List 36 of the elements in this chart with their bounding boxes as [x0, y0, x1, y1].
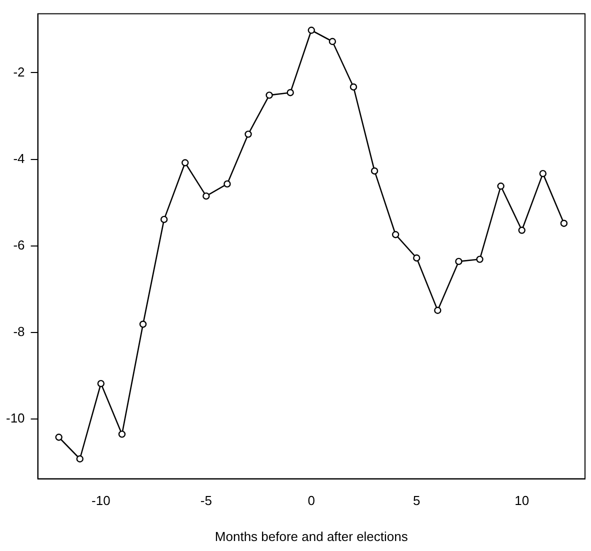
point [370, 167, 378, 175]
x-tick-label: -5 [200, 493, 212, 508]
point [392, 231, 400, 238]
point [286, 89, 294, 96]
point [224, 180, 231, 188]
point [308, 26, 315, 34]
x-tick-label: -10 [92, 493, 110, 508]
point [560, 220, 568, 227]
point [413, 254, 420, 262]
y-tick-label: -10 [6, 410, 25, 426]
y-tick-label: -2 [13, 64, 25, 80]
point [118, 430, 126, 438]
y-tick-label: -4 [13, 150, 25, 166]
point [476, 256, 484, 263]
point [202, 192, 210, 200]
point [497, 182, 504, 190]
point [244, 130, 252, 138]
point [539, 170, 547, 178]
point [160, 216, 168, 224]
point [55, 434, 62, 441]
x-tick-label: 5 [413, 493, 420, 508]
y-tick-label: -8 [13, 324, 25, 340]
point [182, 159, 189, 166]
point [139, 320, 147, 328]
x-axis-title: Months before and after elections [214, 528, 408, 544]
point [518, 226, 526, 234]
point [455, 258, 462, 266]
point [434, 306, 442, 314]
point [76, 455, 84, 462]
point [266, 92, 273, 99]
point [97, 380, 105, 388]
x-tick-label: 10 [514, 493, 530, 508]
x-tick-label: 0 [308, 493, 316, 508]
y-tick-label: -6 [13, 237, 25, 252]
point [350, 83, 358, 91]
point [328, 38, 336, 46]
